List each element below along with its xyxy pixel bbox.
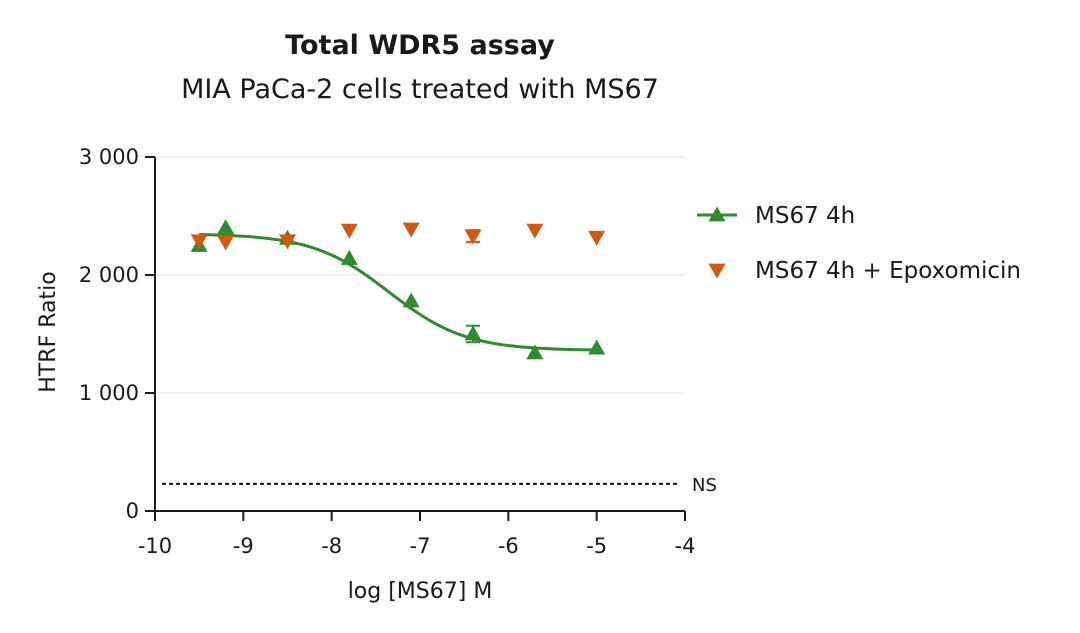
x-tick-label: -4 [675,534,696,558]
y-tick-label: 1 000 [79,381,139,405]
legend-label: MS67 4h + Epoxomicin [755,258,1021,284]
x-tick-label: -6 [498,534,519,558]
x-tick-label: -10 [138,534,172,558]
reference-line-layer: NS [161,475,717,496]
x-axis-label: log [MS67] M [348,579,493,604]
x-tick-label: -5 [586,534,607,558]
data-point [526,344,544,360]
data-point [464,325,482,341]
fit-curve-layer [199,233,597,352]
data-point [526,223,544,239]
y-tick-label: 2 000 [79,263,139,287]
data-point [217,235,235,251]
fit-curve [199,233,597,352]
data-point [217,219,235,235]
y-tick-label: 3 000 [79,145,139,169]
data-point [588,339,606,355]
marker-layer [190,219,606,360]
ns-reference-label: NS [692,475,717,496]
data-point [340,223,358,239]
axes: 0 1 000 2 000 3 000 -10 -9 -8 -7 -6 -5 -4 [79,145,696,558]
legend-marker [708,206,726,222]
data-point [402,222,420,238]
chart-title: Total WDR5 assay [285,30,555,61]
y-tick-label: 0 [126,499,139,523]
data-point [588,230,606,246]
data-point [279,234,296,250]
data-point [464,229,482,245]
data-point [190,234,208,250]
y-axis-label: HTRF Ratio [36,271,61,392]
legend: MS67 4h MS67 4h + Epoxomicin [697,203,1021,284]
x-tick-label: -8 [321,534,342,558]
data-point [340,249,358,265]
data-point [402,292,420,308]
legend-marker [708,263,726,279]
x-tick-label: -9 [233,534,254,558]
legend-label: MS67 4h [755,203,855,229]
chart-subtitle: MIA PaCa-2 cells treated with MS67 [181,74,659,105]
grid-layer [155,156,685,394]
x-tick-label: -7 [410,534,431,558]
